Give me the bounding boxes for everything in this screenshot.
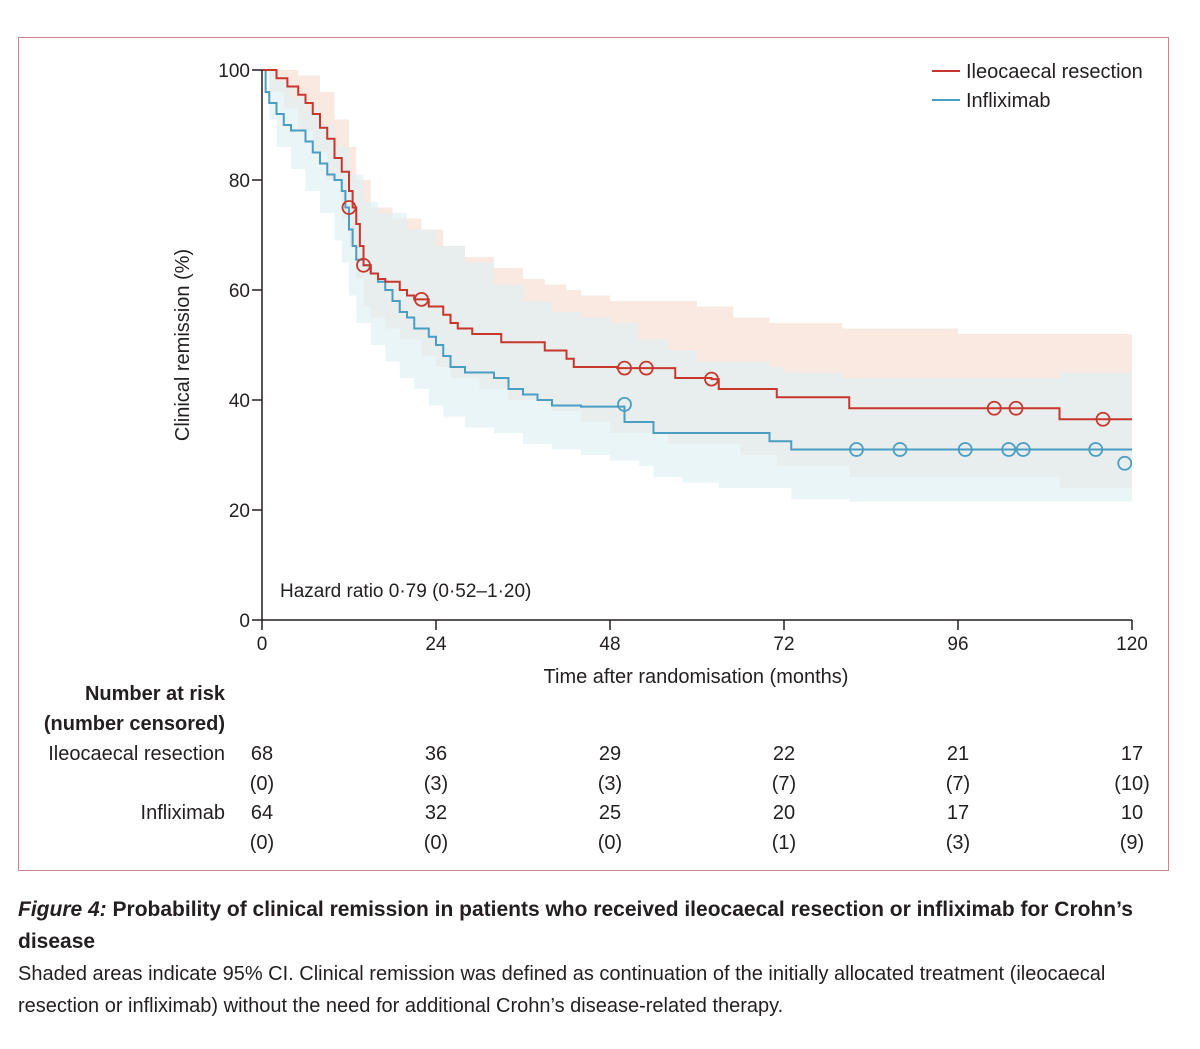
x-axis-title: Time after randomisation (months): [544, 666, 849, 688]
axes: [261, 70, 1132, 621]
hazard-ratio-annotation: Hazard ratio 0·79 (0·52–1·20): [280, 581, 531, 602]
y-tick-label-20: 20: [229, 501, 250, 522]
curve-ileocaecal: [262, 69, 1132, 421]
legend-label-ileocaecal: Ileocaecal resection: [966, 61, 1143, 83]
censored-count-ileocaecal-48: (3): [598, 773, 622, 795]
risk-table-heading-line2: (number censored): [44, 713, 225, 735]
at-risk-ileocaecal-24: 36: [425, 743, 447, 765]
censored-count-ileocaecal-0: (0): [250, 773, 274, 795]
censor-mark-infliximab-1: [849, 442, 864, 457]
censor-marks: [341, 200, 1133, 471]
confidence-bands: [262, 70, 1132, 502]
censored-count-infliximab-48: (0): [598, 832, 622, 854]
at-risk-ileocaecal-96: 21: [947, 743, 969, 765]
at-risk-infliximab-24: 32: [425, 802, 447, 824]
at-risk-ileocaecal-48: 29: [599, 743, 621, 765]
ci-band-infliximab: [262, 70, 1132, 502]
risk-row-label-ileocaecal: Ileocaecal resection: [48, 743, 225, 765]
at-risk-infliximab-0: 64: [251, 802, 273, 824]
censor-mark-infliximab-3: [957, 442, 973, 457]
figure-caption-text: Shaded areas indicate 95% CI. Clinical r…: [18, 963, 1106, 1017]
censor-mark-ileocaecal-4: [638, 360, 654, 376]
survival-curves: [262, 69, 1132, 451]
censor-mark-infliximab-5: [1015, 442, 1031, 457]
censor-mark-infliximab-7: [1117, 455, 1133, 471]
y-tick-label-80: 80: [229, 171, 250, 192]
censor-mark-infliximab-0: [617, 396, 632, 412]
figure-title: Probability of clinical remission in pat…: [18, 898, 1133, 953]
x-tick-label-96: 96: [947, 634, 968, 655]
y-axis-title: Clinical remission (%): [172, 249, 194, 441]
y-tick-label-60: 60: [229, 281, 250, 302]
censor-mark-ileocaecal-5: [704, 371, 719, 387]
at-risk-infliximab-48: 25: [599, 802, 621, 824]
at-risk-ileocaecal-0: 68: [251, 743, 273, 765]
censored-count-ileocaecal-96: (7): [946, 773, 970, 795]
legend-label-infliximab: Infliximab: [966, 90, 1050, 112]
at-risk-ileocaecal-72: 22: [773, 743, 795, 765]
censored-count-infliximab-0: (0): [250, 832, 274, 854]
censor-mark-ileocaecal-1: [356, 257, 371, 273]
km-chart: 0 20 40 60 80 100 0 24 48 72 96 120 Clinical remis…: [44, 61, 1150, 854]
censor-mark-ileocaecal-0: [341, 200, 357, 215]
censored-count-ileocaecal-24: (3): [424, 773, 448, 795]
curve-infliximab: [262, 69, 1132, 451]
figure-caption-title: Figure 4: Probability of clinical remiss…: [18, 894, 1178, 958]
y-ticks: 0 20 40 60 80 100: [218, 61, 262, 632]
censored-count-ileocaecal-120: (10): [1114, 773, 1150, 795]
censored-count-infliximab-96: (3): [946, 832, 970, 854]
at-risk-infliximab-96: 17: [947, 802, 969, 824]
y-tick-label-40: 40: [229, 391, 250, 412]
x-tick-label-48: 48: [599, 634, 620, 655]
censor-mark-infliximab-4: [1001, 442, 1017, 457]
x-tick-label-120: 120: [1116, 634, 1148, 655]
y-tick-label-0: 0: [239, 611, 250, 632]
censor-mark-infliximab-6: [1088, 442, 1104, 457]
censored-count-ileocaecal-72: (7): [772, 773, 796, 795]
figure-frame: [18, 37, 1169, 871]
censor-mark-infliximab-2: [892, 442, 908, 457]
censor-mark-ileocaecal-7: [1008, 400, 1024, 416]
risk-row-label-infliximab: Infliximab: [141, 802, 225, 824]
risk-table: Number at risk (number censored) Ileocae…: [44, 683, 1150, 854]
at-risk-infliximab-120: 10: [1121, 802, 1143, 824]
x-ticks: 0 24 48 72 96 120: [257, 620, 1148, 655]
x-tick-label-0: 0: [257, 634, 268, 655]
legend: Ileocaecal resection Infliximab: [932, 61, 1143, 112]
y-tick-label-100: 100: [218, 61, 250, 82]
at-risk-ileocaecal-120: 17: [1121, 743, 1143, 765]
censor-mark-ileocaecal-3: [617, 360, 632, 376]
risk-table-values: 68 (0) 36 (3) 29 (3) 22 (7) 21 (7) 17 (10) 64 (0) 32 (0…: [250, 743, 1150, 854]
censored-count-infliximab-72: (1): [772, 832, 796, 854]
x-tick-label-24: 24: [425, 634, 447, 655]
at-risk-infliximab-72: 20: [773, 802, 795, 824]
censor-mark-ileocaecal-2: [414, 291, 429, 307]
x-tick-label-72: 72: [773, 634, 794, 655]
figure-label: Figure 4:: [18, 898, 107, 921]
censor-mark-ileocaecal-6: [986, 400, 1002, 416]
censored-count-infliximab-120: (9): [1120, 832, 1144, 854]
censored-count-infliximab-24: (0): [424, 832, 448, 854]
risk-table-heading-line1: Number at risk: [85, 683, 226, 705]
censor-mark-ileocaecal-8: [1095, 411, 1111, 427]
